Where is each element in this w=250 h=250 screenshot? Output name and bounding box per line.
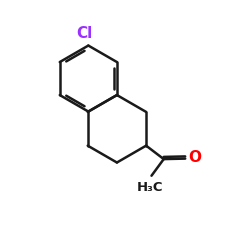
Text: O: O [188,150,202,165]
Text: Cl: Cl [76,26,93,41]
Text: H₃C: H₃C [137,181,164,194]
